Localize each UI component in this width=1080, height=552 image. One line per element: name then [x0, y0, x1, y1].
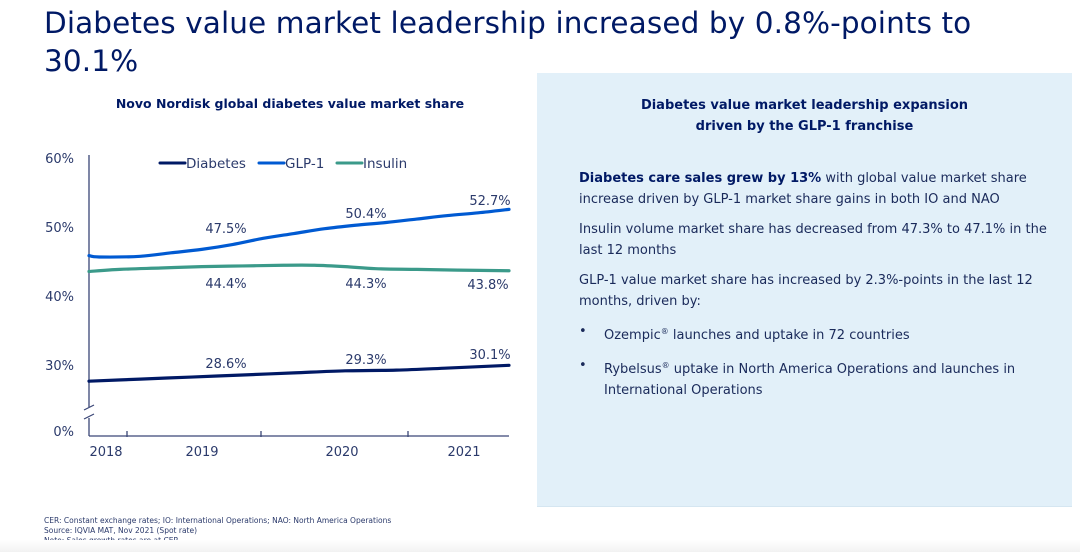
bullet-dot-icon: • [579, 324, 587, 339]
x-tick-label: 2018 [89, 445, 122, 460]
brand-name: Rybelsus [604, 362, 662, 377]
data-label: 30.1% [469, 348, 510, 363]
data-label: 50.4% [345, 207, 386, 222]
data-label: 52.7% [469, 194, 510, 209]
panel-body: Diabetes care sales grew by 13% with glo… [579, 168, 1059, 410]
sales-growth-text: with global value market share increase … [579, 171, 1027, 207]
bullet-text: Ozempic® launches and uptake in 72 count… [604, 321, 910, 346]
bullet-text: Rybelsus® uptake in North America Operat… [604, 355, 1059, 401]
brand-name: Ozempic [604, 328, 661, 343]
series-lines [87, 207, 511, 383]
bullet-dot-icon: • [579, 358, 587, 373]
sales-growth-highlight: Diabetes care sales grew by 13% [579, 171, 822, 186]
bullet-rest: launches and uptake in 72 countries [668, 328, 910, 343]
data-labels: 28.6% 29.3% 30.1% 47.5% 50.4% 52.7% 44.4% 44.3%… [205, 194, 510, 372]
line-chart: 60% 50% 40% 30% 0% 2018 2019 2020 2021 Diabetes G… [45, 152, 511, 460]
panel-title-line-1: Diabetes value market leadership expansi… [640, 98, 969, 113]
x-tick-label: 2019 [185, 445, 218, 460]
axes: 60% 50% 40% 30% 0% 2018 2019 2020 2021 [45, 152, 509, 460]
axis-break-mark [83, 404, 95, 411]
chart-title: Novo Nordisk global diabetes value marke… [115, 96, 465, 111]
paragraph-sales-growth: Diabetes care sales grew by 13% with glo… [579, 168, 1059, 210]
registered-mark: ® [660, 327, 669, 336]
legend: Diabetes GLP-1 Insulin [158, 156, 407, 172]
data-label: 44.4% [205, 277, 246, 292]
legend-label: GLP-1 [285, 156, 324, 172]
series-line-glp-1 [87, 207, 511, 259]
slide-title: Diabetes value market leadership increas… [44, 6, 972, 78]
footnote-source: Source: IQVIA MAT, Nov 2021 (Spot rate) [44, 526, 198, 535]
y-tick-label: 60% [45, 152, 74, 167]
y-tick-label: 0% [53, 425, 74, 440]
series-line-insulin [87, 263, 511, 274]
registered-mark: ® [661, 361, 670, 370]
data-label: 43.8% [467, 278, 508, 293]
bullet-rest: uptake in North America Operations and l… [604, 362, 1016, 398]
paragraph-glp1-share: GLP-1 value market share has increased b… [579, 273, 1033, 309]
x-tick-label: 2020 [325, 445, 358, 460]
footnote-abbreviations: CER: Constant exchange rates; IO: Intern… [44, 516, 392, 525]
bullet-item: • Rybelsus® uptake in North America Oper… [579, 355, 1059, 401]
data-label: 47.5% [205, 222, 246, 237]
y-tick-label: 40% [45, 290, 74, 305]
legend-label: Insulin [363, 156, 407, 172]
bullet-item: • Ozempic® launches and uptake in 72 cou… [579, 321, 1059, 346]
data-label: 44.3% [345, 277, 386, 292]
summary-panel: Diabetes value market leadership expansi… [537, 73, 1072, 507]
series-line-diabetes [87, 363, 511, 383]
data-label: 29.3% [345, 353, 386, 368]
panel-title: Diabetes value market leadership expansi… [537, 95, 1072, 137]
x-tick-label: 2021 [447, 445, 480, 460]
y-tick-label: 30% [45, 359, 74, 374]
paragraph-insulin-share: Insulin volume market share has decrease… [579, 222, 1047, 258]
data-label: 28.6% [205, 357, 246, 372]
axis-break-mark [83, 413, 95, 420]
y-tick-label: 50% [45, 221, 74, 236]
bottom-shade [0, 540, 1080, 552]
panel-title-line-2: driven by the GLP-1 franchise [695, 119, 914, 134]
legend-label: Diabetes [186, 156, 246, 172]
